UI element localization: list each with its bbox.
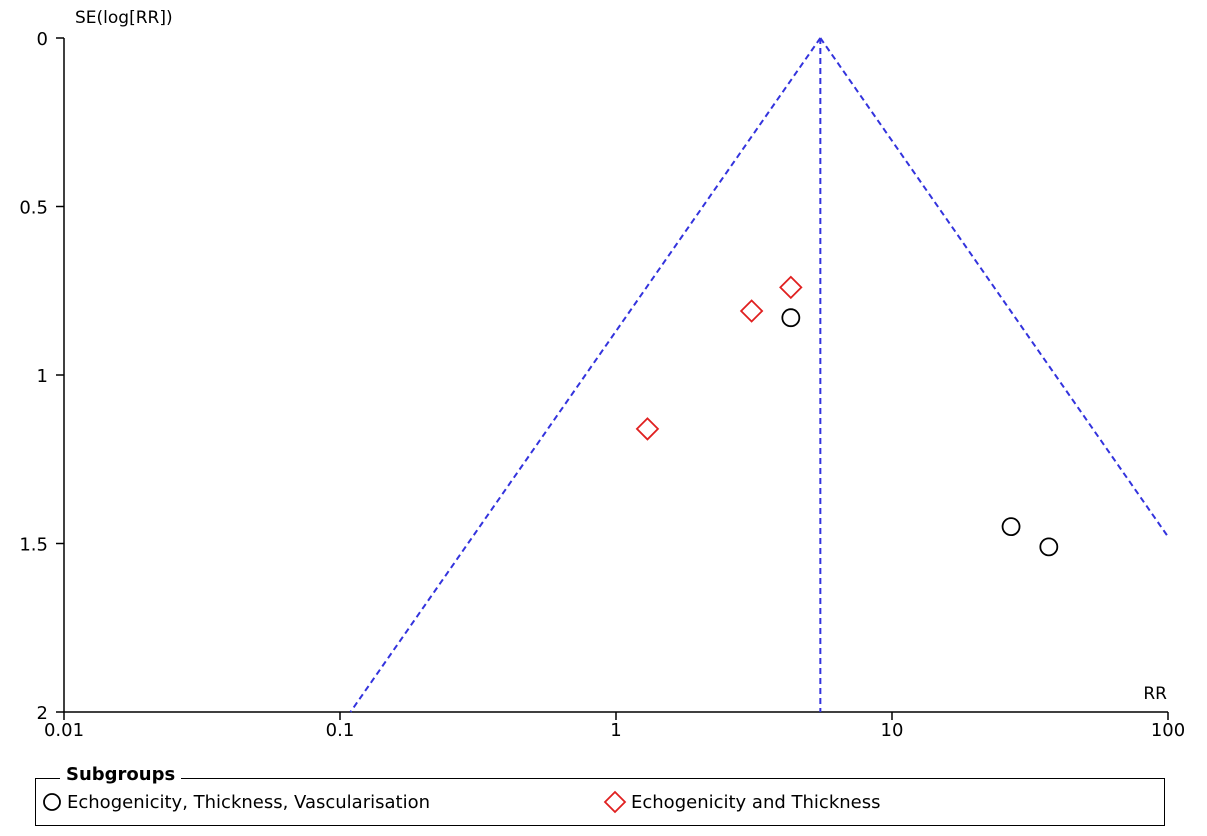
funnel-left-limit-line [349, 37, 822, 713]
y-tick-label: 1 [37, 366, 48, 387]
x-tick-label: 1 [610, 720, 621, 741]
legend [35, 778, 1165, 826]
x-tick-label: 0.01 [44, 720, 84, 741]
circle-marker-icon [43, 793, 61, 811]
y-tick-label: 0.5 [19, 198, 48, 219]
y-axis-title: SE(log[RR]) [75, 8, 173, 28]
circle-data-point [1039, 537, 1059, 557]
legend-label-vascularisation: Echogenicity, Thickness, Vascularisation [67, 791, 431, 813]
legend-item-vascularisation: Echogenicity, Thickness, Vascularisation [41, 790, 430, 814]
legend-title: Subgroups [60, 764, 182, 786]
y-tick-label: 0 [37, 29, 48, 50]
x-tick-label: 0.1 [326, 720, 355, 741]
circle-data-point [1001, 517, 1021, 537]
x-tick-label: 10 [881, 720, 904, 741]
diamond-data-point [635, 417, 660, 441]
y-axis-ticks: 0 0.5 1 1.5 2 [19, 29, 64, 724]
funnel-lines [349, 37, 1169, 713]
diamond-marker-icon [603, 790, 627, 814]
legend-label-echogenicity-thickness: Echogenicity and Thickness [631, 791, 881, 813]
axes [63, 38, 1168, 713]
y-tick-label: 2 [37, 703, 48, 724]
diamond-data-point [779, 275, 803, 300]
x-axis-title: RR [1143, 684, 1167, 704]
circle-data-point [781, 308, 801, 328]
y-tick-label: 1.5 [19, 535, 48, 556]
funnel-plot: 0.01 0.1 1 10 100 0 0.5 1 1.5 2 SE(log[RR]) RR [19, 8, 1185, 741]
data-points [635, 275, 1059, 557]
legend-item-echogenicity-thickness: Echogenicity and Thickness [603, 790, 880, 814]
diamond-data-point [739, 299, 764, 323]
funnel-right-limit-line [819, 37, 1169, 538]
x-tick-label: 100 [1151, 720, 1185, 741]
x-axis-ticks: 0.01 0.1 1 10 100 [44, 712, 1185, 741]
